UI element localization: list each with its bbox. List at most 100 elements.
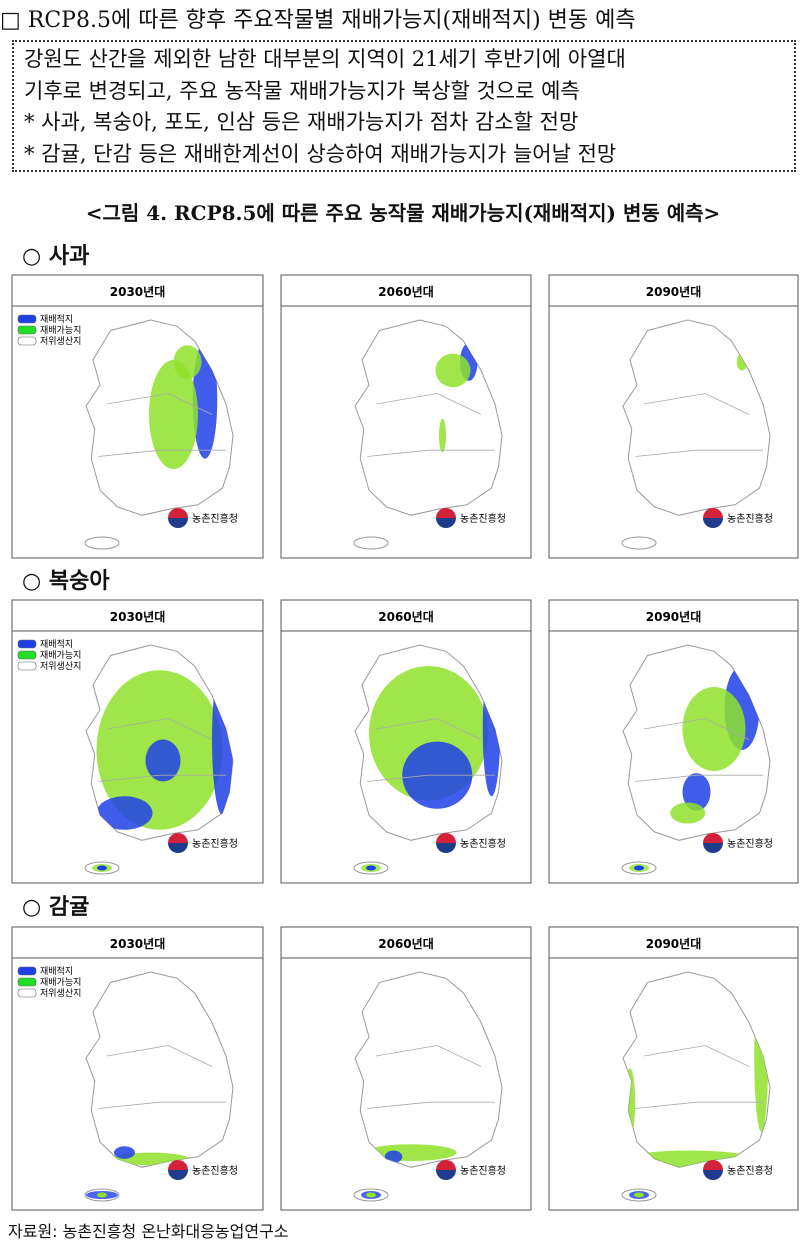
- legend-swatch: [17, 325, 37, 335]
- map-area: [173, 345, 202, 379]
- source: 자료원: 농촌진흥청 온난화대응농업연구소: [8, 1222, 289, 1241]
- logo-text: 농촌진흥청: [727, 837, 773, 850]
- panel-label: 2030년대: [110, 937, 165, 951]
- map-area: [149, 359, 198, 470]
- panel-header: [548, 599, 799, 632]
- logo-red: [703, 508, 723, 518]
- logo-text: 농촌진흥청: [727, 1164, 773, 1177]
- panel-header: [280, 599, 532, 632]
- legend-label: 재배가능지: [40, 650, 81, 661]
- region-border: [375, 1045, 482, 1067]
- legend-label: 저위생산지: [40, 988, 81, 999]
- jeju-area: [97, 865, 107, 871]
- section-title: ○ 사과: [22, 244, 90, 269]
- map-area: [96, 796, 153, 830]
- summary-line: 강원도 산간을 제외한 남한 대부분의 지역이 21세기 후반기에 아열대: [24, 47, 626, 71]
- legend-swatch: [17, 966, 37, 976]
- map-overlay: [149, 341, 218, 470]
- logo-blue: [436, 518, 456, 528]
- logo-text: 농촌진흥청: [192, 837, 238, 850]
- summary-line: * 사과, 복숭아, 포도, 인삼 등은 재배가능지가 점차 감소할 전망: [24, 110, 579, 134]
- region-border: [98, 774, 226, 782]
- legend-swatch: [17, 336, 37, 346]
- panel-label: 2060년대: [378, 937, 433, 951]
- panel-label: 2030년대: [110, 610, 165, 624]
- logo-red: [703, 833, 723, 843]
- logo-text: 농촌진흥청: [460, 1164, 506, 1177]
- region-border: [375, 393, 482, 415]
- section-title: ○ 복숭아: [22, 569, 110, 594]
- region-border: [643, 1045, 750, 1067]
- legend-swatch: [17, 988, 37, 998]
- jeju-area: [97, 1192, 107, 1198]
- panel-header: [280, 274, 532, 307]
- jeju: [353, 536, 389, 550]
- region-border: [367, 1101, 495, 1109]
- legend-label: 재배가능지: [40, 977, 81, 988]
- jeju: [84, 536, 120, 550]
- map-area: [682, 687, 746, 771]
- legend-label: 재배적지: [40, 638, 73, 650]
- logo-red: [703, 1160, 723, 1170]
- panel-label: 2030년대: [110, 285, 165, 299]
- logo-blue: [436, 843, 456, 853]
- panel-header: [11, 926, 264, 959]
- summary-line: 기후로 변경되고, 주요 농작물 재배가능지가 북상할 것으로 예측: [24, 78, 580, 103]
- logo-red: [436, 833, 456, 843]
- panel-header: [280, 926, 532, 959]
- logo-red: [436, 1160, 456, 1170]
- legend-label: 저위생산지: [40, 661, 81, 672]
- jeju-area: [634, 1192, 644, 1198]
- logo-text: 농촌진흥청: [192, 512, 238, 525]
- legend-label: 재배가능지: [40, 325, 81, 336]
- logo-red: [436, 508, 456, 518]
- panel-label: 2060년대: [378, 610, 433, 624]
- logo-blue: [703, 843, 723, 853]
- legend-swatch: [17, 661, 37, 671]
- map-outline: [622, 319, 771, 516]
- logo-red: [168, 508, 188, 518]
- region-border: [367, 449, 495, 457]
- summary-line: * 감귤, 단감 등은 재배한계선이 상승하여 재배가능지가 늘어날 전망: [24, 141, 617, 166]
- legend-label: 저위생산지: [40, 336, 81, 347]
- jeju: [621, 536, 657, 550]
- panel-label: 2090년대: [646, 937, 701, 951]
- region-border: [635, 774, 763, 782]
- summary-box: 강원도 산간을 제외한 남한 대부분의 지역이 21세기 후반기에 아열대 기후…: [12, 40, 796, 172]
- panel-header: [11, 274, 264, 307]
- region-border: [367, 774, 495, 782]
- map-area: [682, 773, 711, 811]
- region-border: [635, 1101, 763, 1109]
- region-border: [106, 718, 213, 740]
- region-border: [98, 449, 226, 457]
- panel-label: 2090년대: [646, 610, 701, 624]
- legend-swatch: [17, 650, 37, 660]
- legend-swatch: [17, 314, 37, 324]
- logo-blue: [436, 1170, 456, 1180]
- map-outline: [354, 971, 503, 1168]
- jeju-area: [366, 865, 376, 871]
- region-border: [643, 718, 750, 740]
- map-overlay: [96, 663, 233, 830]
- region-border: [635, 449, 763, 457]
- legend-label: 재배적지: [40, 313, 73, 325]
- panel-label: 2090년대: [646, 285, 701, 299]
- panel-header: [11, 599, 264, 632]
- map-area: [670, 802, 706, 824]
- region-border: [375, 718, 482, 740]
- panel-header: [548, 274, 799, 307]
- region-border: [106, 1045, 213, 1067]
- logo-text: 농촌진흥청: [460, 512, 506, 525]
- legend-swatch: [17, 977, 37, 987]
- map-area: [435, 353, 471, 388]
- logo-text: 농촌진흥청: [192, 1164, 238, 1177]
- map-area: [145, 739, 181, 782]
